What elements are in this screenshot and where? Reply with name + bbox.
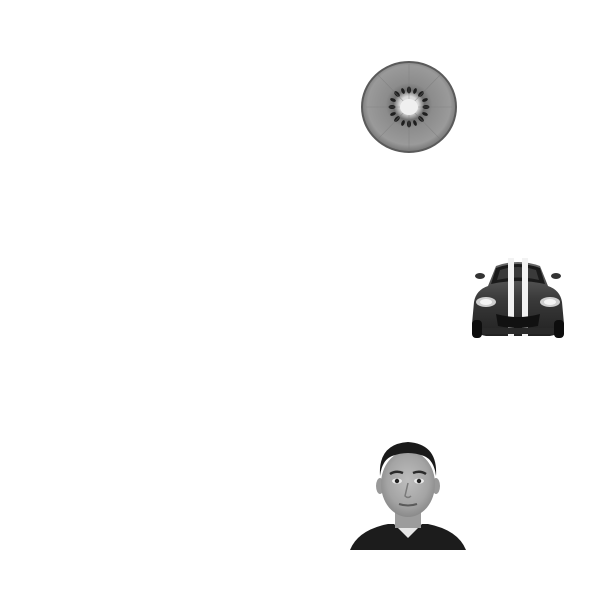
face-portrait-image bbox=[348, 438, 468, 550]
sports-car-image bbox=[466, 254, 570, 342]
kiwi-slice-image bbox=[360, 60, 458, 154]
